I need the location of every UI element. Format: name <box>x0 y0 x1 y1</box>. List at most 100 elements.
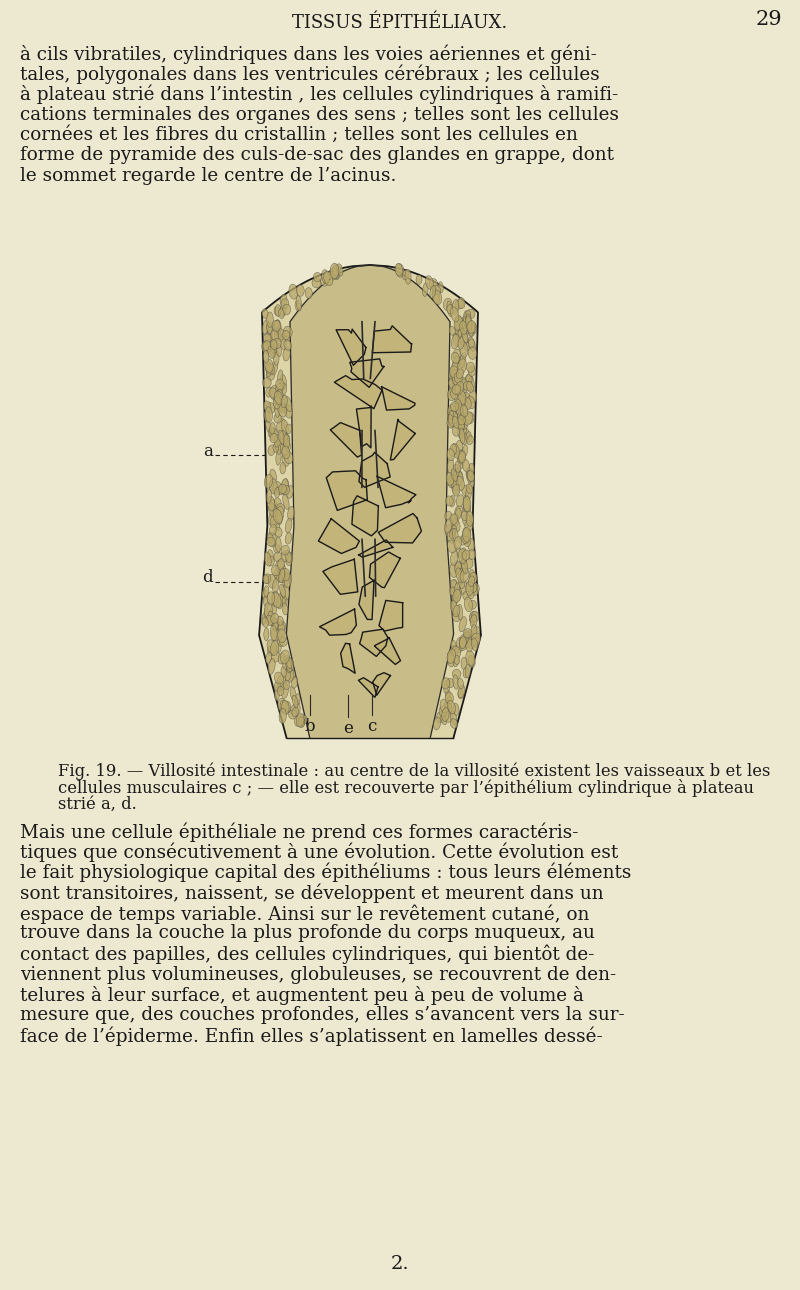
Ellipse shape <box>266 368 275 381</box>
Ellipse shape <box>458 451 466 463</box>
Text: tiques que consécutivement à une évolution. Cette évolution est: tiques que consécutivement à une évoluti… <box>20 842 618 862</box>
Ellipse shape <box>454 316 462 330</box>
Ellipse shape <box>277 418 285 433</box>
Ellipse shape <box>459 535 466 546</box>
Ellipse shape <box>275 439 284 451</box>
Ellipse shape <box>282 571 289 587</box>
Ellipse shape <box>447 651 454 667</box>
Ellipse shape <box>453 675 458 689</box>
Ellipse shape <box>280 442 289 455</box>
Ellipse shape <box>264 410 270 422</box>
Ellipse shape <box>274 672 283 684</box>
Ellipse shape <box>469 377 474 392</box>
Ellipse shape <box>464 412 473 426</box>
Text: le sommet regarde le centre de l’acinus.: le sommet regarde le centre de l’acinus. <box>20 166 396 184</box>
Polygon shape <box>377 476 416 508</box>
Ellipse shape <box>274 528 282 537</box>
Ellipse shape <box>468 639 474 649</box>
Ellipse shape <box>262 341 270 353</box>
Polygon shape <box>358 541 393 557</box>
Ellipse shape <box>450 401 459 412</box>
Ellipse shape <box>454 537 462 550</box>
Ellipse shape <box>280 462 286 473</box>
Ellipse shape <box>286 659 294 673</box>
Ellipse shape <box>282 700 289 715</box>
Ellipse shape <box>286 657 292 668</box>
Ellipse shape <box>278 329 284 342</box>
Ellipse shape <box>270 433 278 442</box>
Ellipse shape <box>471 633 480 646</box>
Polygon shape <box>286 264 454 738</box>
Polygon shape <box>359 580 374 619</box>
Ellipse shape <box>453 350 461 359</box>
Ellipse shape <box>459 636 468 650</box>
Ellipse shape <box>285 404 293 418</box>
Polygon shape <box>382 387 415 410</box>
Polygon shape <box>326 471 367 511</box>
Ellipse shape <box>453 590 461 602</box>
Ellipse shape <box>321 276 329 286</box>
Ellipse shape <box>459 636 466 649</box>
Ellipse shape <box>285 533 292 544</box>
Ellipse shape <box>274 488 280 498</box>
Ellipse shape <box>264 586 269 597</box>
Ellipse shape <box>266 322 272 335</box>
Ellipse shape <box>467 436 474 445</box>
Ellipse shape <box>465 559 473 569</box>
Ellipse shape <box>266 364 274 374</box>
Ellipse shape <box>274 519 280 530</box>
Ellipse shape <box>271 565 280 575</box>
Ellipse shape <box>263 575 269 584</box>
Ellipse shape <box>450 719 458 729</box>
Ellipse shape <box>463 495 470 511</box>
Ellipse shape <box>463 667 469 679</box>
Ellipse shape <box>468 538 475 551</box>
Ellipse shape <box>273 338 282 348</box>
Ellipse shape <box>278 430 285 444</box>
Ellipse shape <box>450 551 458 565</box>
Ellipse shape <box>468 347 477 360</box>
Ellipse shape <box>466 432 471 442</box>
Ellipse shape <box>281 586 290 601</box>
Ellipse shape <box>282 655 291 671</box>
Ellipse shape <box>275 402 280 418</box>
Ellipse shape <box>271 628 279 641</box>
Ellipse shape <box>281 667 286 677</box>
Text: a: a <box>203 442 213 459</box>
Ellipse shape <box>453 605 460 617</box>
Ellipse shape <box>447 530 456 543</box>
Ellipse shape <box>280 304 286 316</box>
Ellipse shape <box>274 328 281 342</box>
Ellipse shape <box>462 511 468 521</box>
Ellipse shape <box>273 578 279 593</box>
Ellipse shape <box>274 307 280 316</box>
Ellipse shape <box>446 679 454 688</box>
Ellipse shape <box>467 515 474 525</box>
Ellipse shape <box>282 432 289 444</box>
Ellipse shape <box>266 421 271 433</box>
Ellipse shape <box>271 330 278 342</box>
Ellipse shape <box>451 579 458 592</box>
Ellipse shape <box>450 600 458 615</box>
Ellipse shape <box>269 481 274 491</box>
Ellipse shape <box>458 685 465 698</box>
Ellipse shape <box>452 384 461 395</box>
Ellipse shape <box>297 285 304 297</box>
Ellipse shape <box>286 668 294 682</box>
Ellipse shape <box>281 569 290 580</box>
Ellipse shape <box>280 700 288 713</box>
Ellipse shape <box>280 334 286 350</box>
Ellipse shape <box>262 320 269 334</box>
Ellipse shape <box>274 396 281 409</box>
Polygon shape <box>372 326 411 352</box>
Ellipse shape <box>468 590 474 599</box>
Ellipse shape <box>459 386 466 396</box>
Ellipse shape <box>462 550 470 560</box>
Ellipse shape <box>470 322 477 334</box>
Ellipse shape <box>454 655 460 664</box>
Ellipse shape <box>270 428 278 440</box>
Ellipse shape <box>466 631 470 644</box>
Ellipse shape <box>270 339 277 350</box>
Ellipse shape <box>291 677 298 689</box>
Ellipse shape <box>445 511 452 520</box>
